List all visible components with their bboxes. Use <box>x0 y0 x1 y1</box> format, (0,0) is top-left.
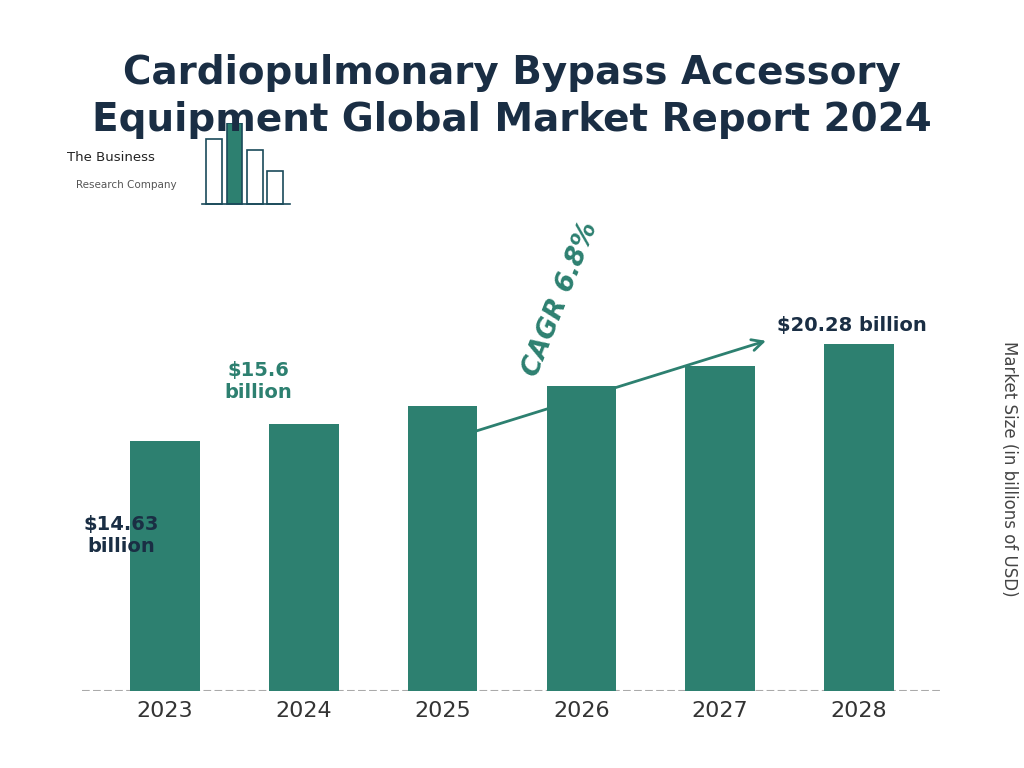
Bar <box>824 344 894 691</box>
Text: Research Company: Research Company <box>76 180 176 190</box>
Text: $20.28 billion: $20.28 billion <box>777 316 927 335</box>
Bar <box>267 171 283 204</box>
Bar <box>269 424 339 691</box>
Text: $15.6
billion: $15.6 billion <box>224 361 292 402</box>
Bar <box>547 386 616 691</box>
Bar <box>206 139 222 204</box>
Text: The Business: The Business <box>67 151 155 164</box>
Text: CAGR 6.8%: CAGR 6.8% <box>518 218 603 380</box>
Bar <box>130 441 200 691</box>
Bar <box>408 406 477 691</box>
Text: Market Size (in billions of USD): Market Size (in billions of USD) <box>999 341 1018 596</box>
Bar <box>247 150 262 204</box>
Bar <box>685 366 755 691</box>
Bar <box>226 123 243 204</box>
Text: Cardiopulmonary Bypass Accessory
Equipment Global Market Report 2024: Cardiopulmonary Bypass Accessory Equipme… <box>92 54 932 139</box>
Text: $14.63
billion: $14.63 billion <box>83 515 159 556</box>
